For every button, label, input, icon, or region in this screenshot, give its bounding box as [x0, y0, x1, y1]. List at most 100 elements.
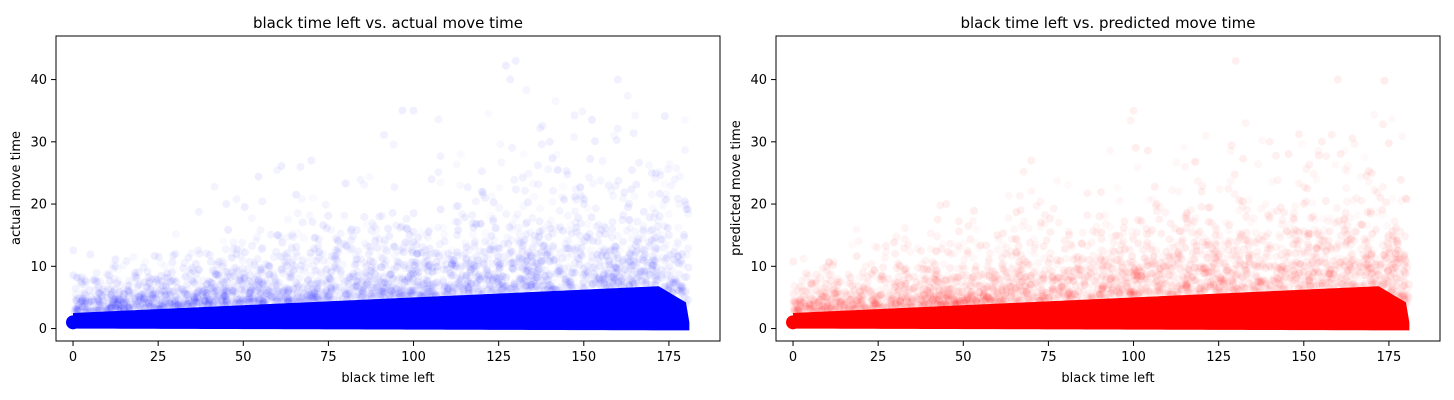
scatter-point [192, 298, 201, 307]
scatter-point [304, 276, 312, 285]
scatter-point [1042, 289, 1051, 297]
scatter-point [203, 284, 211, 293]
scatter-point [1133, 280, 1142, 289]
scatter-point [917, 264, 926, 273]
scatter-point [588, 236, 597, 245]
scatter-point [205, 300, 214, 309]
scatter-point [1178, 235, 1187, 244]
scatter-point [901, 286, 910, 294]
plot-area [66, 56, 693, 331]
scatter-point [1207, 218, 1216, 227]
scatter-point [471, 267, 480, 276]
data-point [647, 168, 656, 177]
scatter-point [119, 262, 127, 270]
scatter-point [1097, 234, 1106, 243]
scatter-point [164, 303, 173, 311]
scatter-point [310, 287, 319, 296]
scatter-point [1014, 269, 1023, 278]
scatter-point [931, 275, 940, 284]
scatter-point [398, 275, 407, 284]
scatter-point [428, 287, 436, 296]
scatter-point [284, 215, 292, 223]
scatter-point [1363, 255, 1372, 263]
scatter-point [420, 275, 429, 284]
scatter-point [675, 259, 684, 268]
scatter-point [1253, 278, 1262, 286]
scatter-point [408, 267, 417, 276]
scatter-point [1214, 256, 1223, 265]
scatter-point [1277, 284, 1286, 293]
scatter-point [275, 293, 284, 302]
scatter-point [566, 283, 575, 292]
scatter-point [219, 277, 228, 286]
scatter-point [600, 278, 609, 287]
scatter-point [119, 303, 128, 312]
scatter-point [514, 236, 523, 245]
scatter-point [932, 270, 941, 279]
scatter-point [799, 299, 808, 307]
scatter-point [554, 165, 562, 173]
scatter-point [121, 297, 130, 306]
scatter-point [1291, 202, 1299, 210]
scatter-point [1197, 279, 1205, 287]
data-point [647, 280, 656, 289]
scatter-point [952, 273, 961, 282]
scatter-point [943, 300, 952, 309]
scatter-point [805, 285, 813, 293]
scatter-point [563, 283, 572, 292]
scatter-point [114, 304, 122, 313]
scatter-point [558, 254, 567, 263]
scatter-point [1404, 293, 1413, 302]
scatter-point [89, 307, 98, 316]
scatter-point [1277, 265, 1286, 274]
scatter-point [210, 287, 219, 296]
scatter-point [280, 283, 289, 292]
scatter-point [1341, 281, 1350, 290]
scatter-point [1032, 202, 1041, 210]
scatter-point [78, 280, 87, 289]
scatter-point [335, 296, 344, 305]
scatter-point [1251, 261, 1260, 270]
scatter-point [657, 266, 666, 275]
scatter-point [1024, 290, 1033, 299]
scatter-point [1197, 202, 1206, 211]
scatter-point [639, 256, 648, 265]
scatter-point [187, 302, 195, 311]
scatter-point [1334, 239, 1343, 248]
scatter-point [1172, 159, 1180, 167]
scatter-point [1258, 137, 1266, 145]
scatter-point [652, 245, 661, 254]
scatter-point [286, 269, 295, 278]
scatter-point [628, 271, 637, 279]
scatter-point [188, 298, 196, 306]
scatter-point [1213, 269, 1222, 278]
scatter-point [901, 279, 910, 288]
scatter-point [123, 285, 132, 294]
scatter-point [610, 242, 619, 250]
scatter-point [1313, 243, 1322, 252]
scatter-point [1324, 236, 1333, 245]
scatter-point [1155, 270, 1164, 279]
scatter-point [649, 261, 658, 270]
scatter-point [980, 297, 989, 306]
scatter-point [829, 285, 838, 294]
scatter-point [1303, 184, 1312, 193]
scatter-point [1338, 272, 1347, 281]
scatter-point [80, 302, 89, 311]
scatter-point [1295, 284, 1304, 293]
scatter-point [1026, 272, 1035, 280]
scatter-point [373, 243, 382, 252]
scatter-point [1289, 266, 1298, 275]
scatter-point [1018, 290, 1027, 299]
scatter-point [248, 282, 257, 291]
scatter-point [1065, 231, 1074, 239]
scatter-point [1044, 293, 1053, 302]
scatter-point [628, 245, 637, 254]
scatter-point [1263, 244, 1272, 253]
scatter-point [971, 262, 980, 271]
scatter-point [816, 295, 825, 304]
scatter-point [327, 286, 336, 295]
scatter-point [546, 286, 555, 295]
scatter-point [1127, 289, 1136, 298]
scatter-point [443, 290, 452, 299]
